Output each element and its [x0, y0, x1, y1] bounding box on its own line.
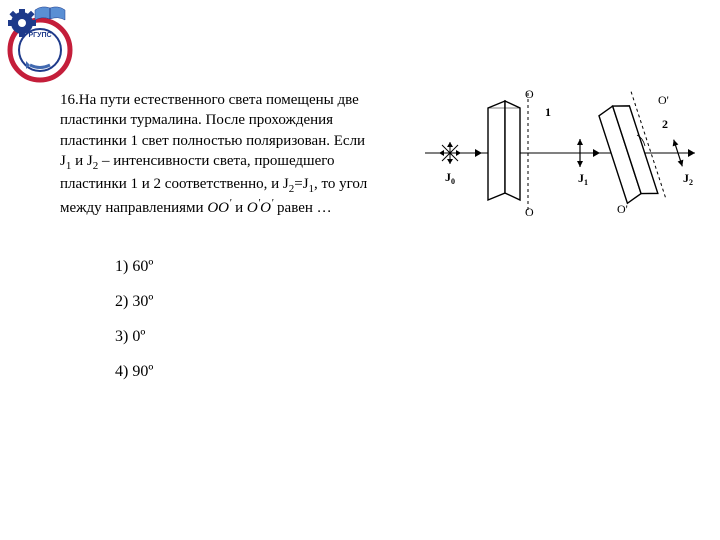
unpolarized-indicator	[439, 142, 461, 164]
label-j2: J2	[683, 171, 693, 187]
physics-diagram: O O 1 O' O' 2 J0 J1 J2	[420, 88, 700, 223]
svg-text:РГУПС: РГУПС	[28, 32, 51, 39]
plate-2	[595, 92, 666, 211]
label-j0: J0	[445, 170, 455, 186]
problem-number: 16.	[60, 92, 79, 108]
label-plate-2: 2	[662, 117, 668, 131]
label-plate-1: 1	[545, 105, 551, 119]
label-o-top-1: O	[525, 88, 534, 101]
plate-1	[488, 93, 528, 210]
label-op-top-2: O'	[658, 93, 669, 107]
answer-options: 1) 60º 2) 30º 3) 0º 4) 90º	[115, 249, 680, 390]
label-o-bot-1: O	[525, 205, 534, 218]
answer-option-4: 4) 90º	[115, 354, 680, 389]
label-j1: J1	[578, 171, 588, 187]
answer-option-1: 1) 60º	[115, 249, 680, 284]
university-logo: РГУПС	[0, 5, 80, 90]
label-op-bot-2: O'	[617, 202, 628, 216]
answer-option-3: 3) 0º	[115, 319, 680, 354]
problem-text: 16.На пути естественного света помещены …	[60, 90, 380, 219]
answer-option-2: 2) 30º	[115, 284, 680, 319]
